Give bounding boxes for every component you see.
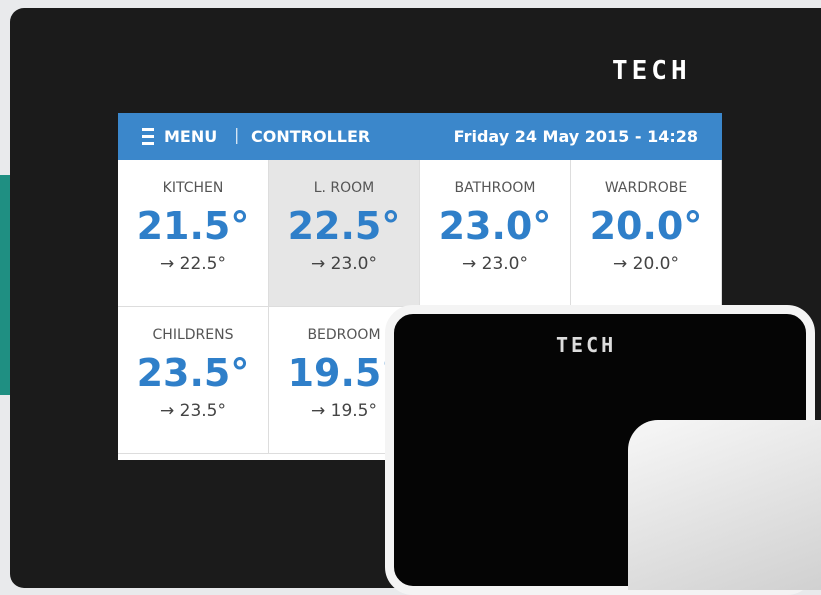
room-target: → 23.5° (118, 401, 268, 421)
header-bar: MENU | CONTROLLER Friday 24 May 2015 - 1… (118, 113, 722, 160)
room-temperature: 20.0° (571, 204, 721, 248)
room-target: → 20.0° (571, 254, 721, 274)
room-target: → 22.5° (118, 254, 268, 274)
room-temperature: 22.5° (269, 204, 419, 248)
room-temperature: 23.5° (118, 351, 268, 395)
room-tile[interactable]: WARDROBE 20.0° → 20.0° (571, 160, 722, 307)
room-name: BATHROOM (420, 180, 570, 196)
room-target: → 23.0° (269, 254, 419, 274)
room-name: WARDROBE (571, 180, 721, 196)
room-name: CHILDRENS (118, 327, 268, 343)
room-tile[interactable]: L. ROOM 22.5° → 23.0° (269, 160, 420, 307)
room-tile[interactable]: CHILDRENS 23.5° → 23.5° (118, 307, 269, 454)
room-temperature: 23.0° (420, 204, 570, 248)
menu-button[interactable]: MENU (164, 127, 217, 146)
room-name: L. ROOM (269, 180, 419, 196)
page: TECH MENU | CONTROLLER Friday 24 May 201… (0, 0, 821, 566)
room-name: KITCHEN (118, 180, 268, 196)
second-device-logo: TECH (556, 333, 616, 357)
menu-icon[interactable] (142, 127, 154, 147)
separator: | (234, 125, 239, 144)
wall-box (628, 420, 821, 590)
brand-logo: TECH (612, 56, 691, 86)
room-target: → 23.0° (420, 254, 570, 274)
header-title: CONTROLLER (251, 127, 370, 146)
room-tile[interactable]: BATHROOM 23.0° → 23.0° (420, 160, 571, 307)
room-temperature: 21.5° (118, 204, 268, 248)
datetime: Friday 24 May 2015 - 14:28 (454, 127, 698, 146)
room-tile[interactable]: KITCHEN 21.5° → 22.5° (118, 160, 269, 307)
